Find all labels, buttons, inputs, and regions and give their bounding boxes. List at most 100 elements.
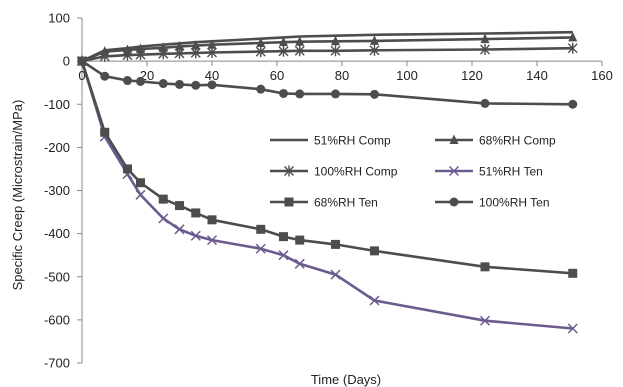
data-point — [480, 33, 490, 44]
y-axis-title: Specific Creep (Microstrain/MPa) — [10, 100, 25, 291]
data-point — [175, 201, 184, 211]
data-point — [568, 99, 578, 109]
data-point — [207, 215, 217, 225]
y-tick-label: -200 — [44, 140, 70, 155]
series-line — [81, 30, 573, 63]
legend-entry: 51%RH Ten — [435, 165, 543, 179]
legend-swatch-marker — [449, 197, 459, 207]
data-point — [190, 47, 201, 59]
series-line — [81, 60, 573, 106]
data-point — [135, 189, 146, 200]
data-point — [331, 35, 340, 46]
data-point — [256, 37, 266, 48]
legend-swatch-marker — [284, 165, 294, 177]
y-tick-label: -700 — [44, 356, 70, 371]
legend-swatch-marker — [448, 165, 460, 177]
legend-entry: 100%RH Comp — [270, 165, 398, 179]
data-point — [331, 239, 340, 249]
data-point — [135, 49, 146, 61]
x-tick-label: 160 — [591, 68, 613, 83]
series-6 — [77, 56, 578, 109]
data-point — [294, 45, 305, 57]
series-5 — [77, 56, 578, 278]
data-point — [158, 48, 169, 60]
x-tick-label: 80 — [335, 68, 349, 83]
legend: 51%RH Comp 68%RH Comp 100%RH Comp 51%RH Ten… — [270, 134, 556, 210]
data-point — [568, 31, 578, 42]
data-point — [278, 45, 289, 57]
data-point — [279, 36, 288, 47]
y-tick-label: 0 — [63, 54, 70, 69]
data-point — [567, 323, 578, 334]
data-point — [77, 56, 87, 66]
y-tick-label: -100 — [44, 97, 70, 112]
data-point — [136, 76, 145, 86]
data-point — [175, 79, 184, 89]
y-tick-label: -600 — [44, 312, 70, 327]
data-point — [295, 89, 305, 99]
legend-entry: 51%RH Comp — [270, 134, 391, 148]
data-point — [207, 39, 217, 49]
data-point — [567, 42, 578, 54]
data-point — [190, 230, 201, 241]
data-point — [158, 213, 169, 224]
data-point — [294, 258, 305, 269]
data-point — [123, 44, 132, 54]
data-point — [370, 89, 379, 99]
data-point — [206, 235, 218, 246]
x-tick-label: 120 — [461, 68, 483, 83]
data-point — [256, 84, 266, 94]
data-point — [136, 178, 145, 188]
legend-label: 51%RH Comp — [314, 134, 391, 148]
data-point — [255, 243, 266, 254]
x-tick-label: 40 — [205, 68, 219, 83]
y-tick-label: 100 — [48, 11, 70, 26]
data-point — [191, 40, 201, 50]
y-tick-label: -300 — [44, 183, 70, 198]
legend-swatch-marker — [284, 197, 294, 207]
x-tick-label: 140 — [526, 68, 548, 83]
x-tick-label: 60 — [270, 68, 284, 83]
data-point — [369, 44, 380, 56]
data-point — [370, 246, 379, 256]
data-point — [123, 76, 132, 86]
legend-label: 68%RH Ten — [314, 196, 378, 210]
series-layer — [76, 30, 578, 334]
data-point — [123, 164, 132, 174]
data-point — [191, 208, 201, 218]
data-point — [295, 235, 305, 245]
series-1 — [81, 30, 573, 63]
data-point — [480, 262, 490, 272]
data-point — [295, 36, 305, 46]
data-point — [158, 79, 168, 89]
y-tick-label: -400 — [44, 226, 70, 241]
data-point — [370, 35, 379, 45]
legend-label: 68%RH Comp — [479, 134, 556, 148]
data-point — [174, 224, 185, 235]
data-point — [279, 88, 288, 98]
legend-swatch-marker — [449, 134, 459, 144]
legend-label: 100%RH Comp — [314, 165, 398, 179]
data-point — [191, 80, 201, 90]
data-point — [568, 268, 578, 278]
data-point — [255, 46, 266, 58]
legend-label: 100%RH Ten — [479, 196, 550, 210]
legend-entry: 100%RH Ten — [435, 196, 550, 210]
data-point — [100, 127, 110, 137]
x-tick-label: 0 — [78, 68, 85, 83]
data-point — [479, 315, 491, 326]
data-point — [158, 194, 168, 204]
data-point — [100, 71, 110, 81]
data-point — [480, 98, 490, 108]
legend-entry: 68%RH Ten — [270, 196, 378, 210]
data-point — [207, 47, 217, 58]
data-point — [175, 40, 184, 51]
data-point — [480, 43, 490, 55]
data-point — [279, 232, 288, 242]
data-point — [330, 45, 341, 57]
data-point — [136, 43, 145, 54]
data-point — [207, 80, 217, 90]
x-tick-label: 100 — [396, 68, 418, 83]
